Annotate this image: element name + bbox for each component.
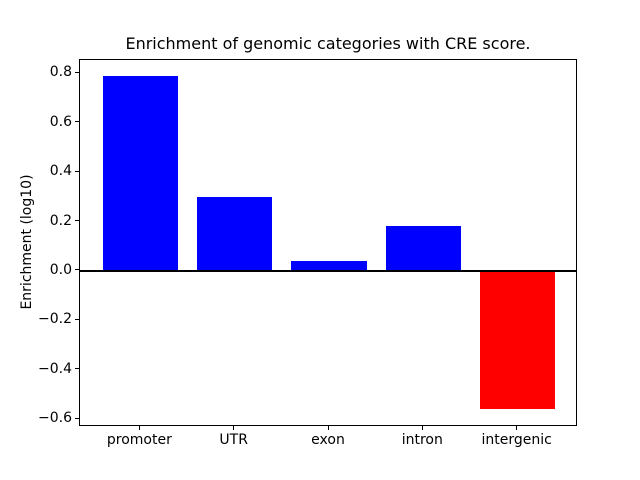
- y-tick-mark: [75, 71, 79, 73]
- y-tick-label: −0.2: [38, 311, 72, 328]
- x-tick-mark: [327, 426, 329, 430]
- y-tick-mark: [75, 170, 79, 172]
- x-tick-label-intron: intron: [401, 432, 443, 448]
- x-tick-label-intergenic: intergenic: [481, 432, 552, 448]
- x-tick-label-promoter: promoter: [106, 432, 172, 448]
- plot-area: [79, 59, 577, 426]
- chart-title: Enrichment of genomic categories with CR…: [125, 34, 531, 53]
- y-tick-mark: [75, 121, 79, 123]
- y-tick-mark: [75, 269, 79, 271]
- y-tick-label: 0.6: [49, 113, 72, 130]
- y-tick-mark: [75, 220, 79, 222]
- bar-exon: [291, 261, 367, 271]
- y-tick-label: 0.2: [49, 212, 72, 229]
- bar-UTR: [196, 196, 273, 271]
- y-tick-label: 0.4: [49, 163, 72, 180]
- y-tick-mark: [75, 318, 79, 320]
- y-tick-mark: [75, 368, 79, 370]
- x-tick-label-exon: exon: [311, 432, 345, 448]
- x-tick-mark: [516, 426, 518, 430]
- y-tick-label: 0.8: [49, 64, 72, 81]
- x-tick-mark: [421, 426, 423, 430]
- zero-line: [80, 269, 576, 272]
- bar-promoter: [102, 75, 179, 271]
- y-axis-label: Enrichment (log10): [19, 174, 35, 310]
- y-tick-label: −0.6: [38, 410, 72, 427]
- x-tick-mark: [233, 426, 235, 430]
- y-tick-label: −0.4: [38, 360, 72, 377]
- bar-intron: [385, 226, 462, 271]
- bar-intergenic: [479, 270, 556, 410]
- y-tick-label: 0.0: [49, 261, 72, 278]
- x-tick-label-UTR: UTR: [219, 432, 248, 448]
- y-tick-mark: [75, 417, 79, 419]
- x-tick-mark: [138, 426, 140, 430]
